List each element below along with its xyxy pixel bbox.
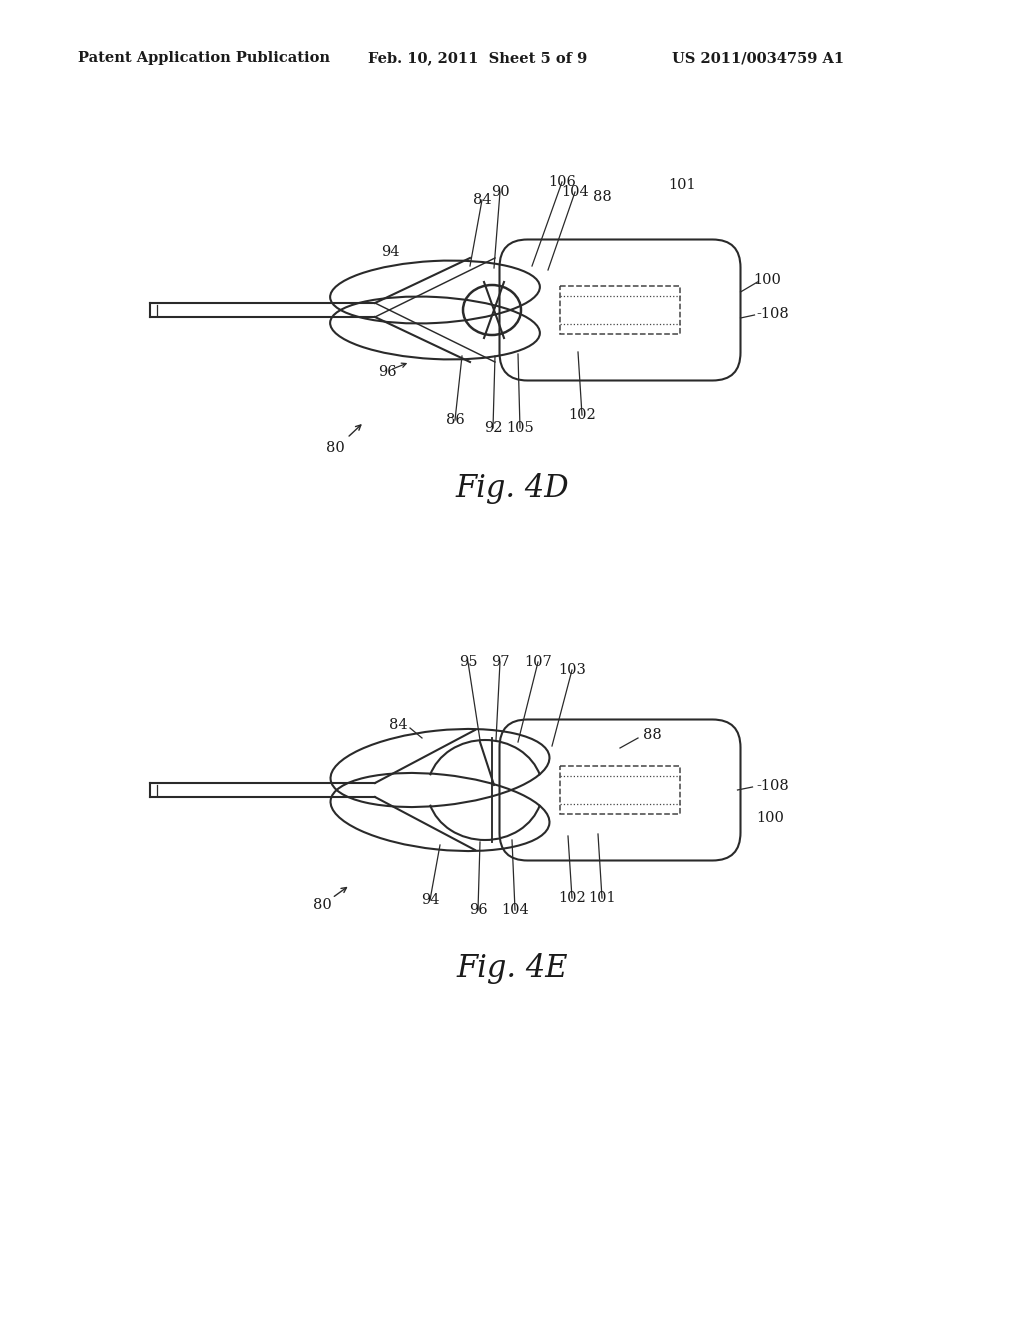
Text: 103: 103	[558, 663, 586, 677]
Text: 88: 88	[593, 190, 611, 205]
Text: 102: 102	[568, 408, 596, 422]
Text: 80: 80	[312, 898, 332, 912]
Text: Feb. 10, 2011  Sheet 5 of 9: Feb. 10, 2011 Sheet 5 of 9	[368, 51, 587, 65]
Bar	[560, 286, 680, 334]
Text: 80: 80	[326, 441, 344, 455]
Text: 95: 95	[459, 655, 477, 669]
Text: 100: 100	[754, 273, 781, 286]
Text: 106: 106	[548, 176, 575, 189]
Text: 84: 84	[389, 718, 408, 733]
Text: -108: -108	[756, 779, 788, 793]
Text: 92: 92	[483, 421, 502, 436]
Text: 105: 105	[506, 421, 534, 436]
Text: 88: 88	[643, 729, 662, 742]
Text: Patent Application Publication: Patent Application Publication	[78, 51, 330, 65]
Text: 107: 107	[524, 655, 552, 669]
Text: 101: 101	[669, 178, 696, 191]
Text: 86: 86	[445, 413, 464, 426]
Text: 102: 102	[558, 891, 586, 906]
Text: 104: 104	[561, 185, 589, 199]
Text: 84: 84	[473, 193, 492, 207]
Text: 97: 97	[490, 655, 509, 669]
Text: 94: 94	[421, 894, 439, 907]
Text: 96: 96	[469, 903, 487, 917]
Text: Fig. 4E: Fig. 4E	[457, 953, 567, 983]
Text: 94: 94	[381, 246, 399, 259]
Bar	[560, 766, 680, 814]
Text: 100: 100	[757, 810, 784, 825]
Text: US 2011/0034759 A1: US 2011/0034759 A1	[672, 51, 844, 65]
Text: 90: 90	[490, 185, 509, 199]
Text: 104: 104	[501, 903, 528, 917]
Text: 96: 96	[378, 366, 396, 379]
Text: Fig. 4D: Fig. 4D	[455, 473, 569, 503]
Text: -108: -108	[756, 308, 788, 321]
Text: 101: 101	[588, 891, 615, 906]
